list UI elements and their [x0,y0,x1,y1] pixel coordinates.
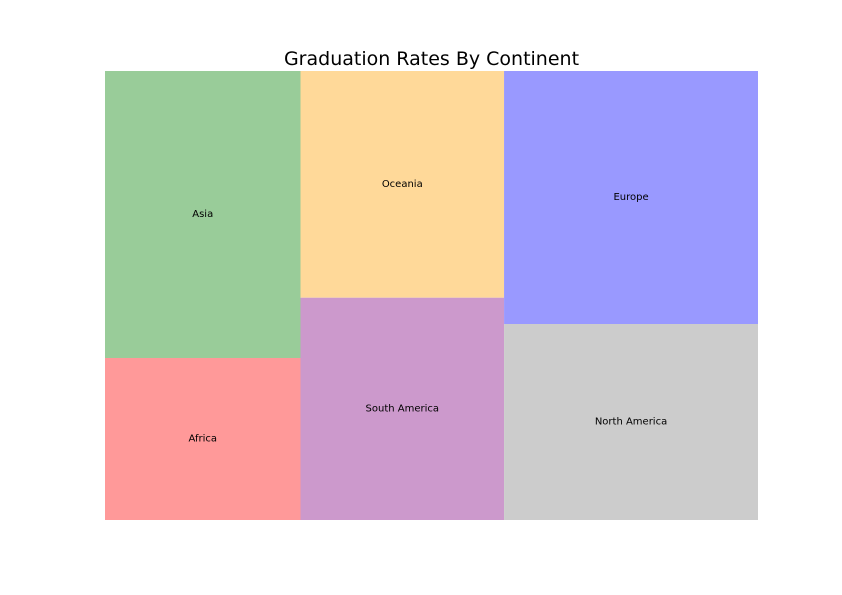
tile-europe [504,71,758,325]
tile-label-europe: Europe [613,192,648,203]
tile-label-oceania: Oceania [382,179,423,190]
tile-oceania [300,71,505,298]
treemap-plot-area: Asia Africa Oceania South America Europe Nort… [105,71,758,520]
tile-label-south-america: South America [366,403,440,414]
tile-north-america [504,324,758,520]
tile-south-america [300,297,505,520]
tile-label-africa: Africa [188,433,217,444]
tile-label-asia: Asia [192,209,213,220]
chart-title: Graduation Rates By Continent [284,48,579,70]
tile-africa [105,357,301,520]
tile-label-north-america: North America [595,417,667,428]
tile-asia [105,71,301,358]
